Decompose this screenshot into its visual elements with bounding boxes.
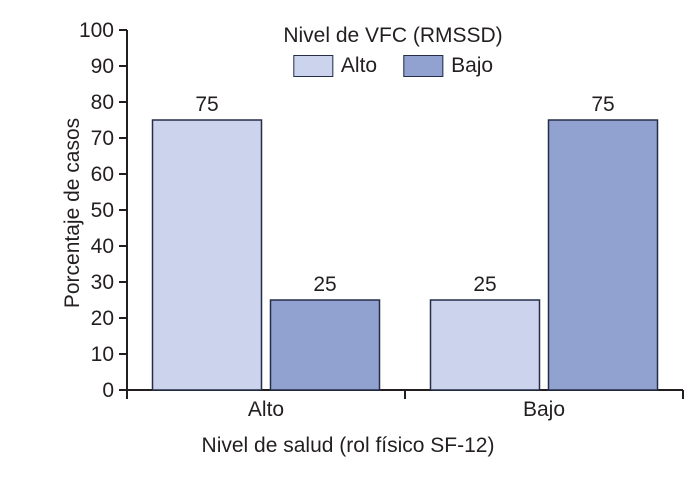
y-tick-label: 0 [102,379,114,402]
y-tick-label: 30 [91,271,114,294]
bar-value-label: 25 [473,273,496,296]
y-tick-label: 100 [79,19,114,42]
bar-value-label: 75 [195,93,218,116]
y-tick-label: 20 [91,307,114,330]
y-tick-label: 70 [91,127,114,150]
legend-title: Nivel de VFC (RMSSD) [283,24,503,47]
y-tick-label: 60 [91,163,114,186]
y-tick-label: 90 [91,55,114,78]
legend-item-bajo: Bajo [403,54,493,78]
y-tick-label: 40 [91,235,114,258]
x-axis-title: Nivel de salud (rol físico SF-12) [201,434,495,457]
bar-value-label: 75 [591,93,614,116]
bar-value-label: 25 [313,273,336,296]
y-tick-label: 50 [91,199,114,222]
bar-alto-bajo [269,299,381,391]
legend-swatch-bajo [403,55,444,77]
legend-label-alto: Alto [340,54,378,77]
x-category-label: Alto [248,398,284,421]
bar-bajo-alto [429,299,541,391]
legend: Nivel de VFC (RMSSD) Alto Bajo [283,24,503,78]
legend-swatch-alto [292,55,333,77]
bar-alto-alto [151,119,263,391]
y-tick-label: 10 [91,343,114,366]
bar-bajo-bajo [547,119,659,391]
x-category-label: Bajo [523,398,565,421]
legend-label-bajo: Bajo [451,54,494,77]
legend-item-alto: Alto [292,54,378,78]
y-axis-title: Porcentaje de casos [61,117,84,309]
y-tick-label: 80 [91,91,114,114]
legend-items: Alto Bajo [283,54,502,78]
